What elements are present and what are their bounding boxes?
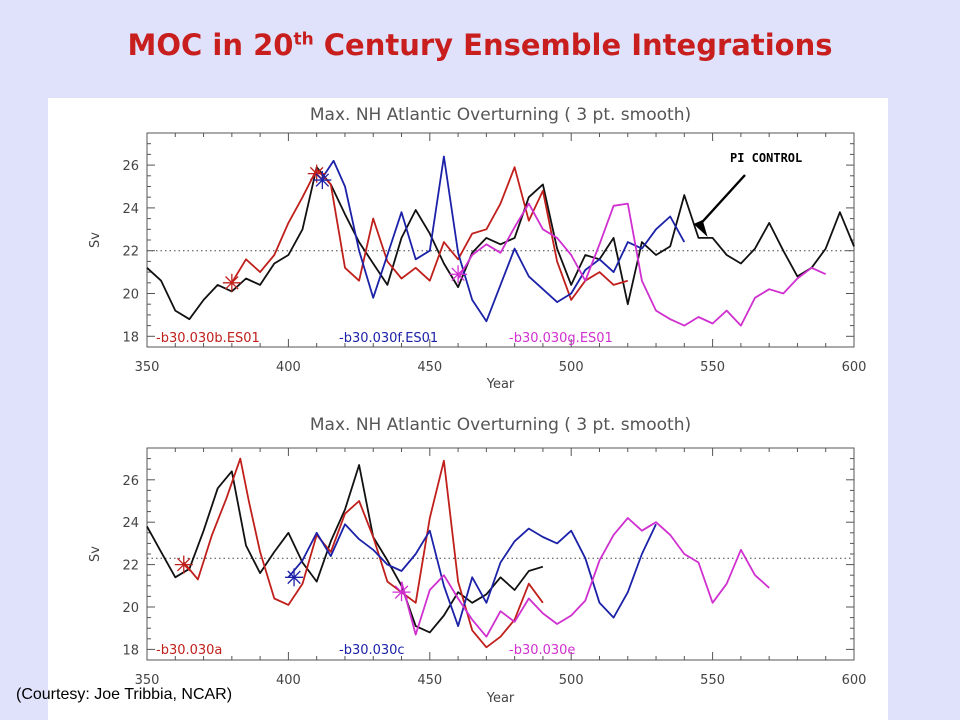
- pi-control-arrow: [697, 174, 746, 227]
- y-tick-label: 20: [122, 601, 139, 616]
- slide-title-main: MOC in 20: [127, 28, 294, 62]
- star-marker: [285, 568, 304, 587]
- y-tick-label: 20: [122, 288, 139, 303]
- x-tick-label: 500: [559, 360, 584, 375]
- star-marker-d2: [225, 276, 239, 290]
- series-line-magenta: [457, 202, 827, 327]
- y-axis-label: Sv: [88, 232, 103, 248]
- x-tick-label: 450: [417, 673, 442, 688]
- x-axis-label: Year: [486, 377, 515, 392]
- pi-control-arrowhead: [693, 220, 708, 237]
- pi-control-label: PI CONTROL: [730, 151, 802, 165]
- star-marker-d2: [177, 557, 191, 572]
- plot-frame: [146, 447, 855, 661]
- x-tick-label: 500: [559, 673, 584, 688]
- x-tick-label: 350: [135, 360, 160, 375]
- plot-panel: Max. NH Atlantic Overturning ( 3 pt. smo…: [48, 98, 888, 720]
- star-marker: [313, 171, 332, 190]
- y-tick-label: 24: [122, 516, 139, 531]
- x-tick-label: 350: [135, 673, 160, 688]
- y-tick-label: 26: [122, 474, 139, 489]
- y-axis-label: Sv: [88, 546, 103, 562]
- star-marker: [449, 265, 468, 284]
- series-line-black: [146, 166, 855, 321]
- legend-red: -b30.030b.ES01: [156, 331, 260, 346]
- chart-title: Max. NH Atlantic Overturning ( 3 pt. smo…: [310, 415, 691, 435]
- slide-title: MOC in 20th Century Ensemble Integration…: [0, 28, 960, 62]
- legend-magenta: -b30.030g.ES01: [509, 331, 613, 346]
- x-tick-label: 450: [417, 360, 442, 375]
- legend-blue: -b30.030f.ES01: [339, 331, 438, 346]
- x-tick-label: 400: [276, 360, 301, 375]
- slide-title-rest: Century Ensemble Integrations: [313, 28, 833, 62]
- star-marker-d2: [287, 570, 301, 585]
- series-line-red: [183, 457, 544, 649]
- x-tick-label: 550: [700, 673, 725, 688]
- series-line-magenta: [400, 517, 770, 638]
- x-axis-label: Year: [486, 691, 515, 706]
- chart-top: Max. NH Atlantic Overturning ( 3 pt. smo…: [88, 105, 866, 392]
- y-tick-label: 26: [122, 159, 139, 174]
- slide-title-sup: th: [293, 29, 314, 50]
- y-tick-label: 22: [122, 559, 139, 574]
- star-marker-d2: [451, 267, 465, 281]
- x-tick-label: 600: [842, 360, 867, 375]
- charts-svg: Max. NH Atlantic Overturning ( 3 pt. smo…: [88, 105, 866, 706]
- x-tick-label: 600: [842, 673, 867, 688]
- y-tick-label: 24: [122, 202, 139, 217]
- star-marker: [392, 583, 411, 602]
- star-marker: [222, 273, 241, 292]
- series-line-blue: [321, 155, 686, 323]
- legend-blue: -b30.030c: [339, 643, 405, 658]
- chart-bottom: Max. NH Atlantic Overturning ( 3 pt. smo…: [88, 415, 866, 706]
- legend-magenta: -b30.030e: [509, 643, 575, 658]
- plot-frame: [146, 132, 855, 348]
- legend-red: -b30.030a: [156, 643, 222, 658]
- y-tick-label: 18: [122, 643, 139, 658]
- star-marker-d2: [315, 173, 330, 187]
- series-line-black: [146, 464, 544, 634]
- star-marker: [174, 555, 193, 574]
- series-line-blue: [287, 523, 657, 627]
- y-tick-label: 22: [122, 245, 139, 260]
- x-tick-label: 550: [700, 360, 725, 375]
- x-tick-label: 400: [276, 673, 301, 688]
- courtesy-note: (Courtesy: Joe Tribbia, NCAR): [16, 686, 233, 703]
- chart-title: Max. NH Atlantic Overturning ( 3 pt. smo…: [310, 105, 691, 125]
- y-tick-label: 18: [122, 330, 139, 345]
- series-line-red: [231, 166, 629, 301]
- star-marker-d2: [394, 585, 409, 599]
